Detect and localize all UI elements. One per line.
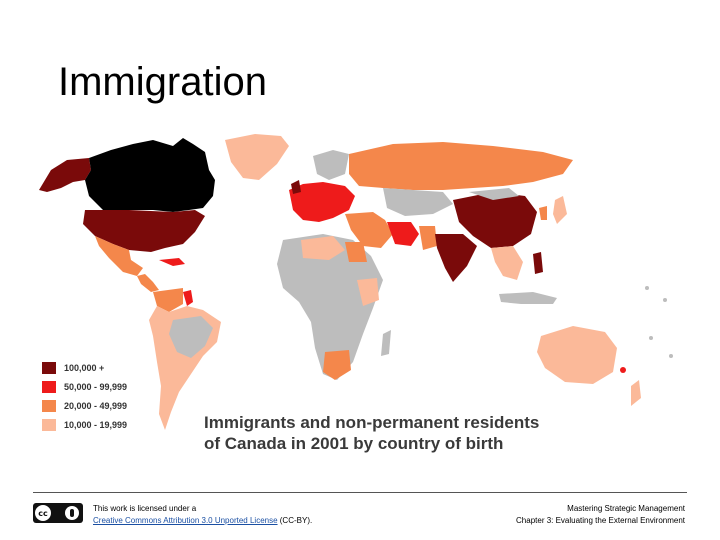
legend-item: 10,000 - 19,999 [42,415,127,434]
footer-divider [33,492,687,493]
region-caribbean [159,258,185,266]
region-alaska [39,158,91,192]
region-north-africa [301,236,345,260]
pacific-island [669,354,673,358]
region-australia [537,326,617,384]
map-caption-line2: of Canada in 2001 by country of birth [204,434,504,453]
cc-license-badge: cc [33,503,83,523]
region-colombia [153,288,183,312]
region-central-asia [383,188,453,216]
map-caption-line1: Immigrants and non-permanent residents [204,413,540,432]
region-mongolia [469,188,519,200]
course-title: Mastering Strategic Management [567,504,685,513]
map-caption: Immigrants and non-permanent residents o… [204,412,539,454]
region-guyana [183,290,193,306]
license-notice: This work is licensed under a Creative C… [93,503,312,527]
region-india [435,234,477,282]
region-southeast-asia [491,246,523,280]
license-link[interactable]: Creative Commons Attribution 3.0 Unporte… [93,516,278,525]
map-legend: 100,000 + 50,000 - 99,999 20,000 - 49,99… [42,358,127,434]
region-philippines [533,252,543,274]
region-brazil [169,316,213,358]
region-south-africa [323,350,351,380]
region-central-america [137,274,159,292]
course-info: Mastering Strategic Management Chapter 3… [516,503,685,527]
legend-label: 10,000 - 19,999 [64,419,128,430]
legend-label: 100,000 + [64,362,105,373]
legend-swatch [42,361,56,374]
region-indonesia [499,292,557,304]
region-canada [85,138,215,212]
region-east-africa [357,278,379,306]
slide-title: Immigration [58,60,267,104]
region-scandinavia [313,150,349,180]
region-europe [289,182,355,222]
region-pakistan [419,226,437,250]
world-map [33,130,687,460]
pacific-island [649,336,653,340]
legend-swatch [42,380,56,393]
region-middle-east [345,212,393,248]
license-suffix: (CC-BY). [277,516,313,525]
legend-item: 20,000 - 49,999 [42,396,127,415]
legend-item: 100,000 + [42,358,127,377]
chapter-title: Chapter 3: Evaluating the External Envir… [516,516,685,525]
region-madagascar [381,330,391,356]
legend-item: 50,000 - 99,999 [42,377,127,396]
pacific-island [645,286,649,290]
region-iran [387,222,419,246]
region-greenland [225,134,289,180]
region-russia [349,142,573,190]
region-new-zealand [631,380,641,406]
region-uk [291,180,301,194]
attribution-icon [65,506,79,520]
region-usa [83,210,205,252]
region-china [453,192,537,248]
region-korea [539,206,547,220]
license-prefix: This work is licensed under a [93,504,197,513]
legend-label: 20,000 - 49,999 [64,400,128,411]
region-africa [277,234,383,380]
cc-icon: cc [35,505,51,521]
license-line: Creative Commons Attribution 3.0 Unporte… [93,515,312,527]
pacific-island [663,298,667,302]
pacific-island [620,367,626,373]
legend-swatch [42,399,56,412]
legend-swatch [42,418,56,431]
region-egypt [345,242,367,262]
region-japan [553,196,567,224]
region-mexico [95,236,143,276]
legend-label: 50,000 - 99,999 [64,381,128,392]
